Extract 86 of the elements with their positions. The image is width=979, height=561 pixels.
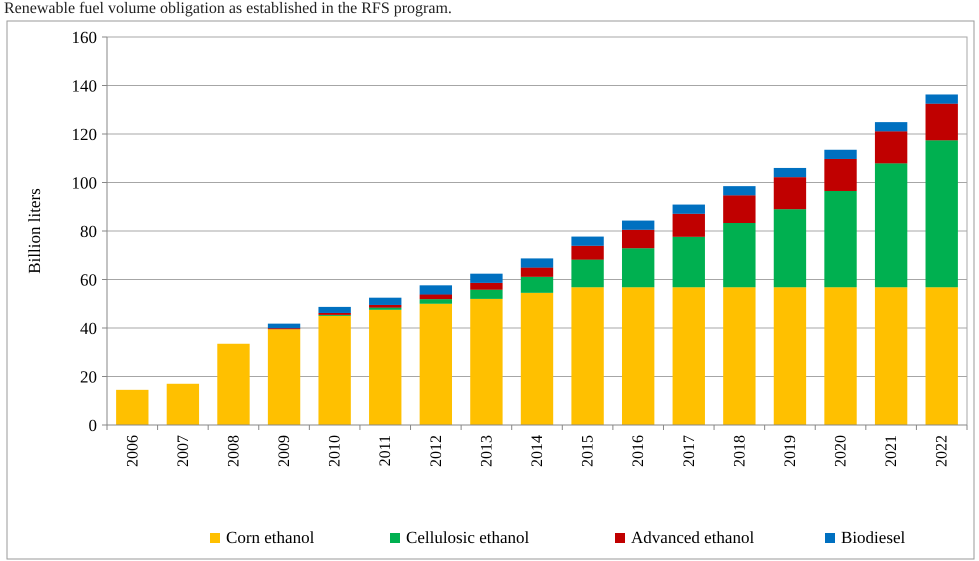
bar [470,274,503,283]
bar [571,246,604,260]
bar [470,282,503,290]
bar [774,209,806,288]
x-tick-label: 2016 [630,435,648,467]
bar [369,304,402,308]
bar [926,94,958,104]
bar [774,168,806,178]
y-tick-label: 0 [88,416,97,435]
bar [520,268,554,277]
bar [166,384,200,425]
y-tick-label: 20 [80,367,97,386]
y-tick-label: 80 [80,222,97,241]
bar [622,230,654,248]
x-tick-label: 2010 [326,435,344,467]
bar [268,324,300,328]
bar [622,287,654,425]
bar [672,287,705,425]
y-tick-label: 120 [72,124,97,144]
x-tick-label: 2006 [124,435,142,467]
x-tick-label: 2020 [832,435,850,467]
bar [723,222,756,288]
bar [520,258,554,268]
bar [470,290,503,299]
bar [520,292,554,425]
x-tick-label: 2007 [174,435,192,467]
y-tick-label: 60 [80,270,97,290]
bar [723,287,756,425]
bar [874,131,908,164]
legend-label: Cellulosic ethanol [406,528,530,547]
x-tick-label: 2018 [731,435,748,467]
bar [470,298,503,425]
legend-label: Corn ethanol [226,528,315,547]
bar [874,122,908,132]
x-tick-label: 2015 [580,435,597,467]
bar [874,163,908,288]
x-tick-label: 2014 [529,435,546,467]
bar [723,195,756,223]
bar [318,306,351,313]
bar [774,287,806,425]
bar [369,310,402,425]
bar [420,299,452,304]
bar [774,177,806,210]
y-tick-label: 40 [80,318,97,338]
bar [824,287,857,425]
bar [672,214,705,237]
y-axis-title: Billion liters [25,188,44,274]
bar [318,316,351,425]
chart-title: Renewable fuel volume obligation as established in the RFS program. [4,0,452,17]
bar [217,344,250,425]
bar [672,204,705,214]
x-tick-label: 2021 [883,435,900,467]
bar [571,236,604,246]
bar [723,186,756,196]
bar [926,287,958,425]
y-tick-label: 160 [72,28,97,47]
bar [672,236,705,288]
bar [824,190,857,288]
bar [369,298,402,305]
legend-label: Biodiesel [841,528,906,547]
x-tick-label: 2022 [934,435,951,467]
bar [874,287,908,425]
x-tick-label: 2012 [428,435,445,467]
x-tick-label: 2008 [225,435,242,467]
x-tick-label: 2013 [478,435,496,467]
x-tick-label: 2011 [377,435,394,466]
x-tick-label: 2019 [782,435,799,467]
bar [571,287,604,425]
bar [824,158,857,191]
bar [571,260,604,288]
bar [824,150,857,159]
bar [926,140,958,288]
y-tick-label: 100 [72,173,97,192]
bar [622,220,654,230]
y-tick-label: 140 [72,76,97,96]
bar [420,304,452,425]
x-tick-label: 2009 [276,435,294,467]
legend-label: Advanced ethanol [631,528,754,547]
bar [622,248,654,288]
bar [116,390,148,425]
bar [926,104,958,140]
bar [268,329,300,425]
bar [520,276,554,293]
x-tick-label: 2017 [680,435,698,467]
bar [420,285,452,295]
bar [420,294,452,300]
